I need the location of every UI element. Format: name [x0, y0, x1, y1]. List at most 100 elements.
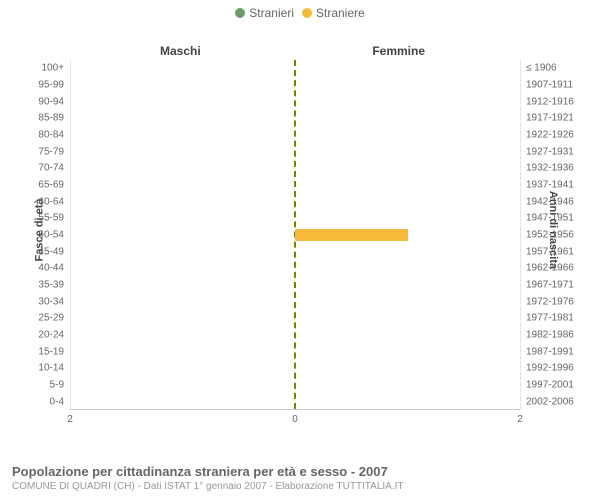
female-half — [295, 243, 520, 260]
chart-title: Popolazione per cittadinanza straniera p… — [12, 464, 588, 479]
male-half — [70, 260, 295, 277]
legend-dot-male-icon — [235, 8, 245, 18]
chart-row: 55-591947-1951 — [70, 210, 520, 227]
male-half — [70, 77, 295, 94]
chart-subtitle: COMUNE DI QUADRI (CH) - Dati ISTAT 1° ge… — [12, 481, 588, 492]
legend-item-male: Stranieri — [235, 6, 294, 20]
chart-row: 85-891917-1921 — [70, 110, 520, 127]
chart-row: 70-741932-1936 — [70, 160, 520, 177]
chart-row: 95-991907-1911 — [70, 77, 520, 94]
female-half — [295, 377, 520, 394]
birth-year-tick-label: 1942-1946 — [520, 196, 590, 207]
male-half — [70, 60, 295, 77]
chart-row: 5-91997-2001 — [70, 377, 520, 394]
age-tick-label: 25-29 — [10, 313, 70, 324]
age-tick-label: 75-79 — [10, 146, 70, 157]
age-tick-label: 20-24 — [10, 329, 70, 340]
birth-year-tick-label: 1917-1921 — [520, 113, 590, 124]
male-half — [70, 93, 295, 110]
subtitle-female: Femmine — [372, 44, 425, 58]
birth-year-tick-label: 1927-1931 — [520, 146, 590, 157]
birth-year-tick-label: 1947-1951 — [520, 213, 590, 224]
female-half — [295, 143, 520, 160]
chart-row: 65-691937-1941 — [70, 177, 520, 194]
plot-area: 100+≤ 190695-991907-191190-941912-191685… — [70, 60, 520, 410]
x-tick-label: 2 — [67, 414, 73, 425]
legend-label-female: Straniere — [316, 6, 365, 20]
age-tick-label: 40-44 — [10, 263, 70, 274]
female-half — [295, 60, 520, 77]
male-half — [70, 310, 295, 327]
age-tick-label: 45-49 — [10, 246, 70, 257]
birth-year-tick-label: 1987-1991 — [520, 346, 590, 357]
age-tick-label: 90-94 — [10, 96, 70, 107]
age-tick-label: 70-74 — [10, 163, 70, 174]
male-half — [70, 177, 295, 194]
birth-year-tick-label: 1977-1981 — [520, 313, 590, 324]
x-tick-label: 0 — [292, 414, 298, 425]
age-tick-label: 15-19 — [10, 346, 70, 357]
age-tick-label: 85-89 — [10, 113, 70, 124]
birth-year-tick-label: 1912-1916 — [520, 96, 590, 107]
male-half — [70, 160, 295, 177]
age-tick-label: 0-4 — [10, 396, 70, 407]
chart-row: 60-641942-1946 — [70, 193, 520, 210]
male-half — [70, 243, 295, 260]
chart-row: 50-541952-1956 — [70, 227, 520, 244]
birth-year-tick-label: 1967-1971 — [520, 279, 590, 290]
female-half — [295, 227, 520, 244]
x-axis-ticks: 2 0 2 — [70, 414, 520, 428]
female-half — [295, 343, 520, 360]
age-tick-label: 55-59 — [10, 213, 70, 224]
x-gridline — [70, 60, 71, 409]
age-tick-label: 95-99 — [10, 79, 70, 90]
age-tick-label: 10-14 — [10, 363, 70, 374]
chart-row: 75-791927-1931 — [70, 143, 520, 160]
x-tick-label: 2 — [517, 414, 523, 425]
female-half — [295, 177, 520, 194]
legend-item-female: Straniere — [302, 6, 365, 20]
female-half — [295, 160, 520, 177]
female-half — [295, 127, 520, 144]
male-half — [70, 343, 295, 360]
age-tick-label: 5-9 — [10, 379, 70, 390]
chart-row: 100+≤ 1906 — [70, 60, 520, 77]
birth-year-tick-label: 1992-1996 — [520, 363, 590, 374]
age-tick-label: 50-54 — [10, 229, 70, 240]
female-half — [295, 193, 520, 210]
chart-row: 35-391967-1971 — [70, 277, 520, 294]
chart-row: 15-191987-1991 — [70, 343, 520, 360]
chart-row: 40-441962-1966 — [70, 260, 520, 277]
female-half — [295, 77, 520, 94]
age-tick-label: 60-64 — [10, 196, 70, 207]
female-half — [295, 277, 520, 294]
male-half — [70, 143, 295, 160]
female-half — [295, 310, 520, 327]
birth-year-tick-label: 1962-1966 — [520, 263, 590, 274]
female-bar — [295, 229, 408, 241]
birth-year-tick-label: 1932-1936 — [520, 163, 590, 174]
chart-row: 10-141992-1996 — [70, 360, 520, 377]
age-tick-label: 65-69 — [10, 179, 70, 190]
birth-year-tick-label: ≤ 1906 — [520, 63, 590, 74]
birth-year-tick-label: 1922-1926 — [520, 129, 590, 140]
birth-year-tick-label: 1957-1961 — [520, 246, 590, 257]
female-half — [295, 393, 520, 410]
female-half — [295, 293, 520, 310]
birth-year-tick-label: 2002-2006 — [520, 396, 590, 407]
chart-row: 45-491957-1961 — [70, 243, 520, 260]
chart-row: 80-841922-1926 — [70, 127, 520, 144]
male-half — [70, 193, 295, 210]
male-half — [70, 377, 295, 394]
male-half — [70, 127, 295, 144]
legend-dot-female-icon — [302, 8, 312, 18]
birth-year-tick-label: 1972-1976 — [520, 296, 590, 307]
birth-year-tick-label: 1937-1941 — [520, 179, 590, 190]
chart: Maschi Femmine Fasce di età Anni di nasc… — [0, 20, 600, 440]
female-half — [295, 360, 520, 377]
legend-label-male: Stranieri — [249, 6, 294, 20]
female-half — [295, 210, 520, 227]
female-half — [295, 93, 520, 110]
birth-year-tick-label: 1952-1956 — [520, 229, 590, 240]
chart-row: 30-341972-1976 — [70, 293, 520, 310]
